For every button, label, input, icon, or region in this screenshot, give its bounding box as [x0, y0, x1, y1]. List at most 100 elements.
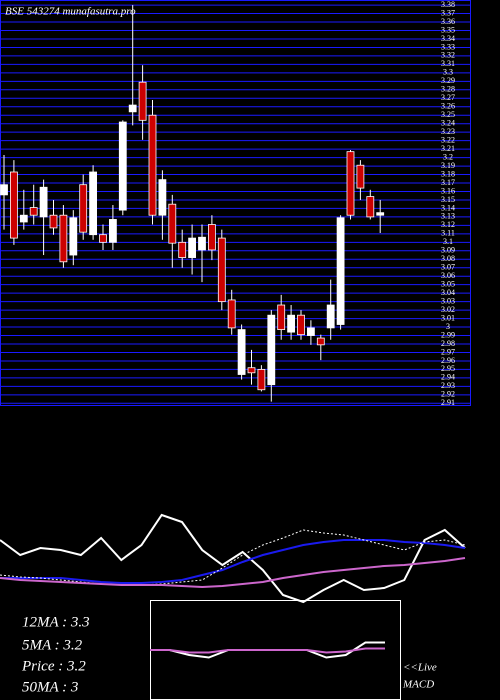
- y-tick-label: 3.32: [441, 51, 455, 60]
- y-tick-label: 3.24: [441, 119, 455, 128]
- candle-body: [366, 196, 375, 218]
- y-tick-label: 2.92: [441, 390, 455, 399]
- candle-body: [178, 241, 187, 258]
- y-tick-label: 3.17: [441, 178, 455, 187]
- y-tick-label: 3.34: [441, 34, 455, 43]
- y-tick-label: 2.93: [441, 381, 455, 390]
- y-tick-label: 3.37: [441, 8, 455, 17]
- candle-body: [376, 212, 385, 216]
- y-tick-label: 2.96: [441, 356, 455, 365]
- y-tick-label: 2.97: [441, 347, 455, 356]
- candle-body: [49, 214, 58, 229]
- indicator-line: [0, 557, 466, 589]
- y-tick-label: 3.26: [441, 102, 455, 111]
- annotation: 5MA : 3.2: [22, 637, 83, 653]
- annotation: 12MA : 3.3: [22, 614, 90, 630]
- annotation: <<Live: [403, 662, 437, 674]
- y-tick-label: 3.16: [441, 186, 455, 195]
- candle-body: [336, 217, 345, 325]
- y-tick-label: 3.02: [441, 305, 455, 314]
- candle-body: [69, 217, 78, 256]
- annotation: 50MA : 3: [22, 679, 78, 695]
- y-tick-label: 3.28: [441, 85, 455, 94]
- candle-body: [9, 171, 18, 239]
- candle-body: [188, 237, 197, 258]
- y-tick-label: 3.06: [441, 271, 455, 280]
- y-tick-label: 3.18: [441, 169, 455, 178]
- y-tick-label: 3.03: [441, 296, 455, 305]
- candle-body: [267, 314, 276, 386]
- candle-body: [118, 121, 127, 211]
- y-tick-label: 3.36: [441, 17, 455, 26]
- y-tick-label: 3.33: [441, 42, 455, 51]
- y-tick-label: 3.35: [441, 25, 455, 34]
- y-tick-label: 3.29: [441, 76, 455, 85]
- y-tick-label: 3.21: [441, 144, 455, 153]
- y-tick-label: 3.15: [441, 195, 455, 204]
- y-tick-label: 3.01: [441, 313, 455, 322]
- candle-body: [198, 236, 206, 251]
- candle-body: [0, 184, 8, 196]
- price-panel-border: [0, 0, 471, 406]
- y-tick-label: 3.31: [441, 59, 455, 68]
- candle-body: [227, 299, 236, 329]
- candle-body: [138, 81, 147, 121]
- candle-body: [316, 337, 325, 346]
- candle-body: [217, 237, 226, 303]
- candle-body: [158, 179, 167, 216]
- candle-body: [297, 314, 305, 336]
- y-tick-label: 2.98: [441, 339, 455, 348]
- annotation: MACD: [402, 679, 434, 691]
- candle-body: [19, 214, 28, 223]
- y-tick-label: 3.25: [441, 110, 455, 119]
- annotation: Price : 3.2: [21, 658, 86, 674]
- y-tick-label: 3.07: [441, 263, 455, 272]
- candle-body: [39, 186, 48, 218]
- y-tick-label: 3.12: [441, 220, 455, 229]
- candle-body: [356, 164, 365, 189]
- candle-body: [168, 203, 177, 244]
- candle-body: [89, 171, 97, 236]
- y-tick-label: 3: [446, 322, 450, 331]
- y-tick-label: 3.04: [441, 288, 455, 297]
- y-tick-label: 2.94: [441, 373, 455, 382]
- y-tick-label: 3.2: [443, 152, 453, 161]
- candle-body: [207, 224, 216, 251]
- y-tick-label: 2.95: [441, 364, 455, 373]
- y-tick-label: 3.23: [441, 127, 455, 136]
- indicator-line: [0, 539, 466, 584]
- y-tick-label: 3.38: [441, 0, 455, 9]
- y-tick-label: 3.27: [441, 93, 455, 102]
- candle-body: [257, 369, 266, 391]
- indicator-line: [0, 513, 466, 604]
- candle-body: [59, 214, 68, 263]
- y-tick-label: 2.99: [441, 330, 455, 339]
- candle-body: [109, 219, 117, 243]
- candle-body: [326, 304, 335, 329]
- candle-body: [99, 234, 107, 243]
- candle-body: [306, 327, 315, 336]
- y-tick-label: 2.91: [441, 398, 455, 407]
- y-tick-label: 3.05: [441, 280, 455, 289]
- candle-body: [128, 104, 137, 113]
- y-tick-label: 3.09: [441, 246, 455, 255]
- y-tick-label: 3.13: [441, 212, 455, 221]
- y-tick-label: 3.22: [441, 135, 455, 144]
- y-tick-label: 3.1: [443, 237, 453, 246]
- candle-body: [148, 114, 157, 216]
- indicator-line: [0, 529, 466, 586]
- candle-body: [287, 314, 296, 333]
- candle-body: [277, 304, 286, 330]
- y-tick-label: 3.08: [441, 254, 455, 263]
- y-tick-label: 3.19: [441, 161, 455, 170]
- candle-body: [29, 207, 38, 216]
- indicator-line: [150, 647, 385, 654]
- chart-title: BSE 543274 munafasutra.pro: [5, 6, 136, 18]
- candle-body: [346, 151, 355, 216]
- candle-body: [247, 367, 256, 374]
- candle-body: [237, 329, 246, 375]
- y-tick-label: 3.14: [441, 203, 455, 212]
- y-tick-label: 3.11: [441, 229, 455, 238]
